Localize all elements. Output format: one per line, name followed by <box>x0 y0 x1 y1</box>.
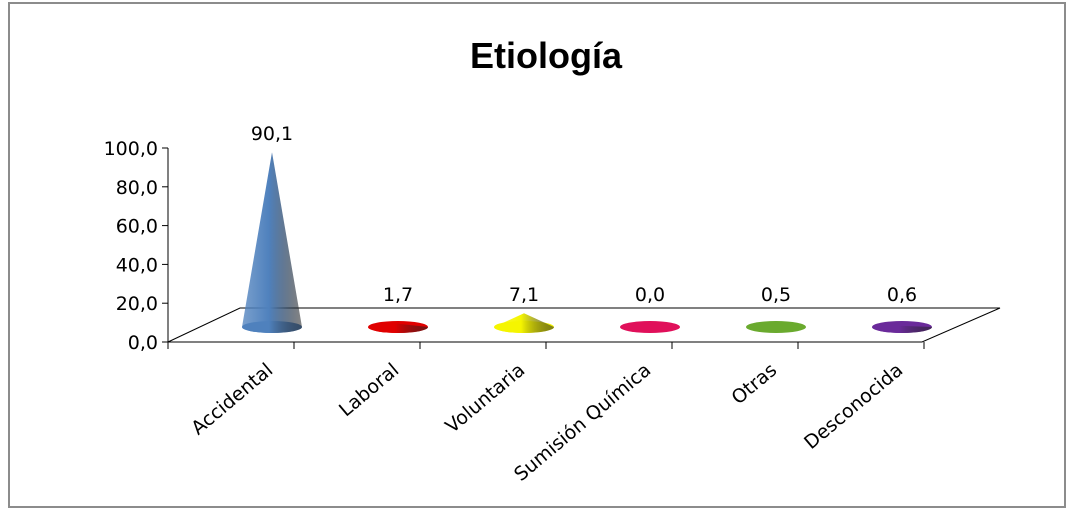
cone-desconocida <box>872 321 932 333</box>
x-category-label: Voluntaria <box>441 359 529 438</box>
x-category-label: Laboral <box>335 359 403 421</box>
y-tick-label: 0,0 <box>128 332 158 354</box>
data-label: 1,7 <box>383 284 413 306</box>
cone-accidental <box>242 152 302 333</box>
y-tick-label: 100,0 <box>104 138 158 160</box>
x-category-label: Desconocida <box>800 359 907 454</box>
cone-sumisión-química <box>620 321 680 333</box>
chart-area <box>8 2 1066 508</box>
y-axis-ticks: 0,0 20,0 40,0 60,0 80,0 100,0 <box>104 138 168 354</box>
cone-base <box>746 321 806 333</box>
y-tick-label: 60,0 <box>116 216 158 238</box>
data-label: 0,0 <box>635 284 665 306</box>
axes <box>167 148 1001 349</box>
data-label: 0,6 <box>887 284 917 306</box>
y-tick-label: 40,0 <box>116 254 158 276</box>
cone-laboral <box>368 321 428 333</box>
x-category-label: Sumisión Química <box>510 359 655 486</box>
cone-base <box>620 321 680 333</box>
data-label: 90,1 <box>251 123 293 145</box>
data-label: 0,5 <box>761 284 791 306</box>
cones <box>242 152 932 333</box>
cone-body <box>368 323 428 333</box>
cone-body <box>242 152 302 333</box>
cone-body <box>494 313 554 333</box>
y-tick-label: 80,0 <box>116 177 158 199</box>
cone-otras <box>746 321 806 333</box>
cone-body <box>872 325 932 333</box>
x-category-label: Otras <box>727 359 781 409</box>
cone-voluntaria <box>494 313 554 333</box>
y-tick-label: 20,0 <box>116 293 158 315</box>
x-category-label: Accidental <box>187 359 277 439</box>
chart-title: Etiología <box>470 35 623 76</box>
data-labels: 90,1 1,7 7,1 0,0 0,5 0,6 <box>251 123 917 306</box>
floor-outline <box>167 307 1001 343</box>
data-label: 7,1 <box>509 284 539 306</box>
